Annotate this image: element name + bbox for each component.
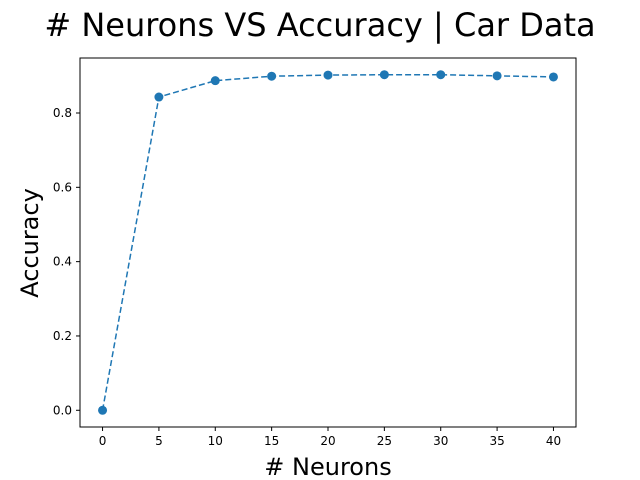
plot-area: 0 5 10 15 20 25 30 35 40 0.0 0.2 0.4 0.6 0.8 <box>53 57 577 448</box>
x-tick-label: 35 <box>489 434 504 448</box>
chart-title: # Neurons VS Accuracy | Car Data <box>44 6 595 44</box>
x-tick-label: 20 <box>320 434 335 448</box>
x-tick-label: 15 <box>264 434 279 448</box>
x-tick-label: 10 <box>208 434 223 448</box>
y-tick-label: 0.6 <box>53 180 72 194</box>
y-tick-label: 0.8 <box>53 106 72 120</box>
data-point <box>436 70 446 80</box>
y-axis-label: Accuracy <box>16 188 44 298</box>
x-tick-label: 25 <box>377 434 392 448</box>
x-tick-label: 5 <box>155 434 163 448</box>
data-point <box>210 76 220 86</box>
x-tick-label: 30 <box>433 434 448 448</box>
y-tick-label: 0.0 <box>53 403 72 417</box>
data-point <box>323 70 333 80</box>
series-line <box>101 73 554 411</box>
data-point <box>492 71 502 81</box>
x-tick-label: 40 <box>546 434 561 448</box>
data-point <box>267 71 277 81</box>
x-tick-label: 0 <box>99 434 107 448</box>
data-point <box>379 70 389 80</box>
data-point <box>548 72 558 82</box>
x-axis-label: # Neurons <box>264 453 391 480</box>
y-tick-label: 0.4 <box>53 255 72 269</box>
data-point <box>154 92 164 102</box>
data-point <box>98 405 108 415</box>
y-tick-label: 0.2 <box>53 329 72 343</box>
axes-frame <box>79 57 577 428</box>
